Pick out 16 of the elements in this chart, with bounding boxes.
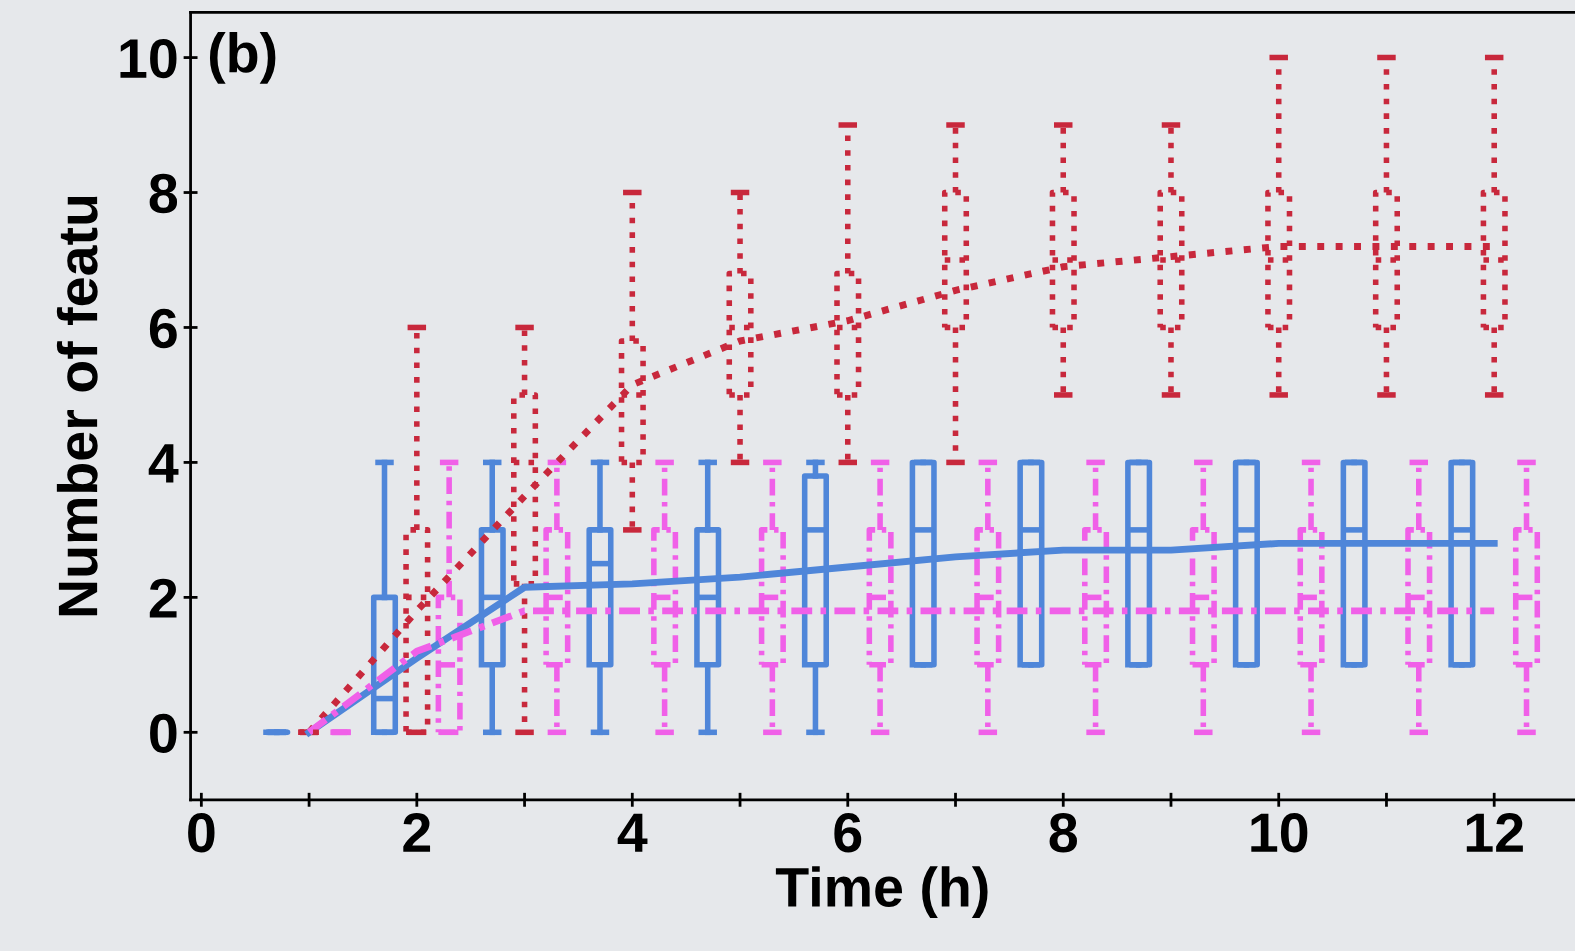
y-tick-label: 2	[149, 578, 177, 618]
y-tick-label: 10	[120, 38, 177, 79]
x-tick-label: 12	[1466, 813, 1523, 852]
x-tick-label: 2	[403, 813, 431, 852]
x-tick-label: 4	[617, 813, 648, 852]
y-axis-title: Number of featu	[56, 196, 98, 616]
y-tick-label: 4	[148, 444, 179, 483]
x-tick-label: 10	[1251, 813, 1308, 853]
y-tick-label: 0	[150, 713, 177, 753]
chart-title: (b)	[209, 32, 276, 84]
y-tick-label: 8	[149, 173, 178, 214]
x-tick-label: 6	[834, 813, 862, 853]
x-axis-title: Time (h)	[775, 866, 988, 918]
x-tick-label: 0	[188, 813, 215, 853]
x-tick-label: 8	[1049, 813, 1077, 853]
y-tick-label: 6	[149, 308, 177, 349]
